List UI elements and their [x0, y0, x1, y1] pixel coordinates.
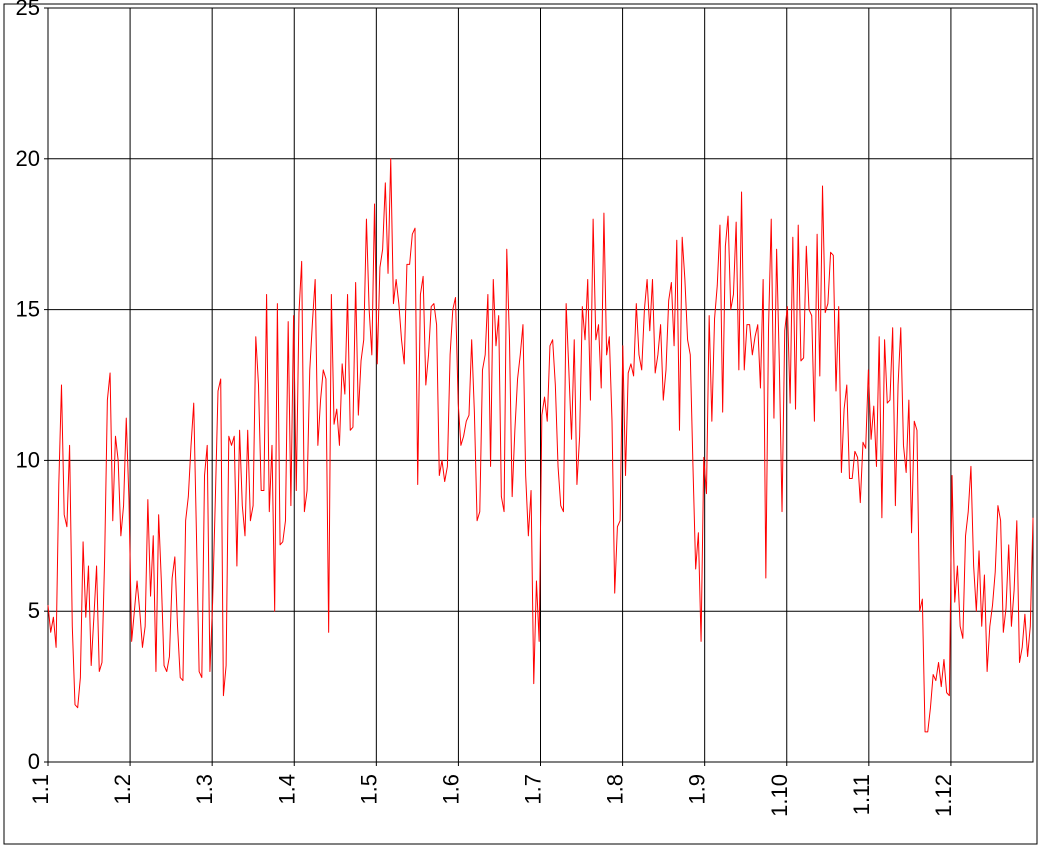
x-axis-label: 1.1 — [28, 774, 53, 805]
x-axis-label: 1.8 — [603, 774, 628, 805]
y-axis-label: 25 — [16, 0, 40, 20]
x-axis-label: 1.2 — [110, 774, 135, 805]
y-axis-label: 15 — [16, 297, 40, 322]
x-axis-label: 1.10 — [767, 774, 792, 817]
x-axis-label: 1.5 — [356, 774, 381, 805]
y-axis-label: 0 — [28, 749, 40, 774]
x-axis-label: 1.7 — [521, 774, 546, 805]
y-axis-label: 5 — [28, 598, 40, 623]
y-axis-label: 10 — [16, 447, 40, 472]
x-axis-label: 1.11 — [849, 774, 874, 815]
line-chart: 0 5 10 15 20 25 1.1 1.2 1.3 1.4 1.5 1.6 1.7 1.8 1.9 1.1… — [0, 0, 1041, 848]
x-axis-label: 1.4 — [274, 774, 299, 805]
chart-container: 0 5 10 15 20 25 1.1 1.2 1.3 1.4 1.5 1.6 1.7 1.8 1.9 1.1… — [0, 0, 1041, 848]
x-axis-label: 1.6 — [438, 774, 463, 805]
y-axis-label: 20 — [16, 146, 40, 171]
x-axis-label: 1.12 — [931, 774, 956, 817]
x-axis-label: 1.3 — [192, 774, 217, 805]
x-axis-label: 1.9 — [685, 774, 710, 805]
